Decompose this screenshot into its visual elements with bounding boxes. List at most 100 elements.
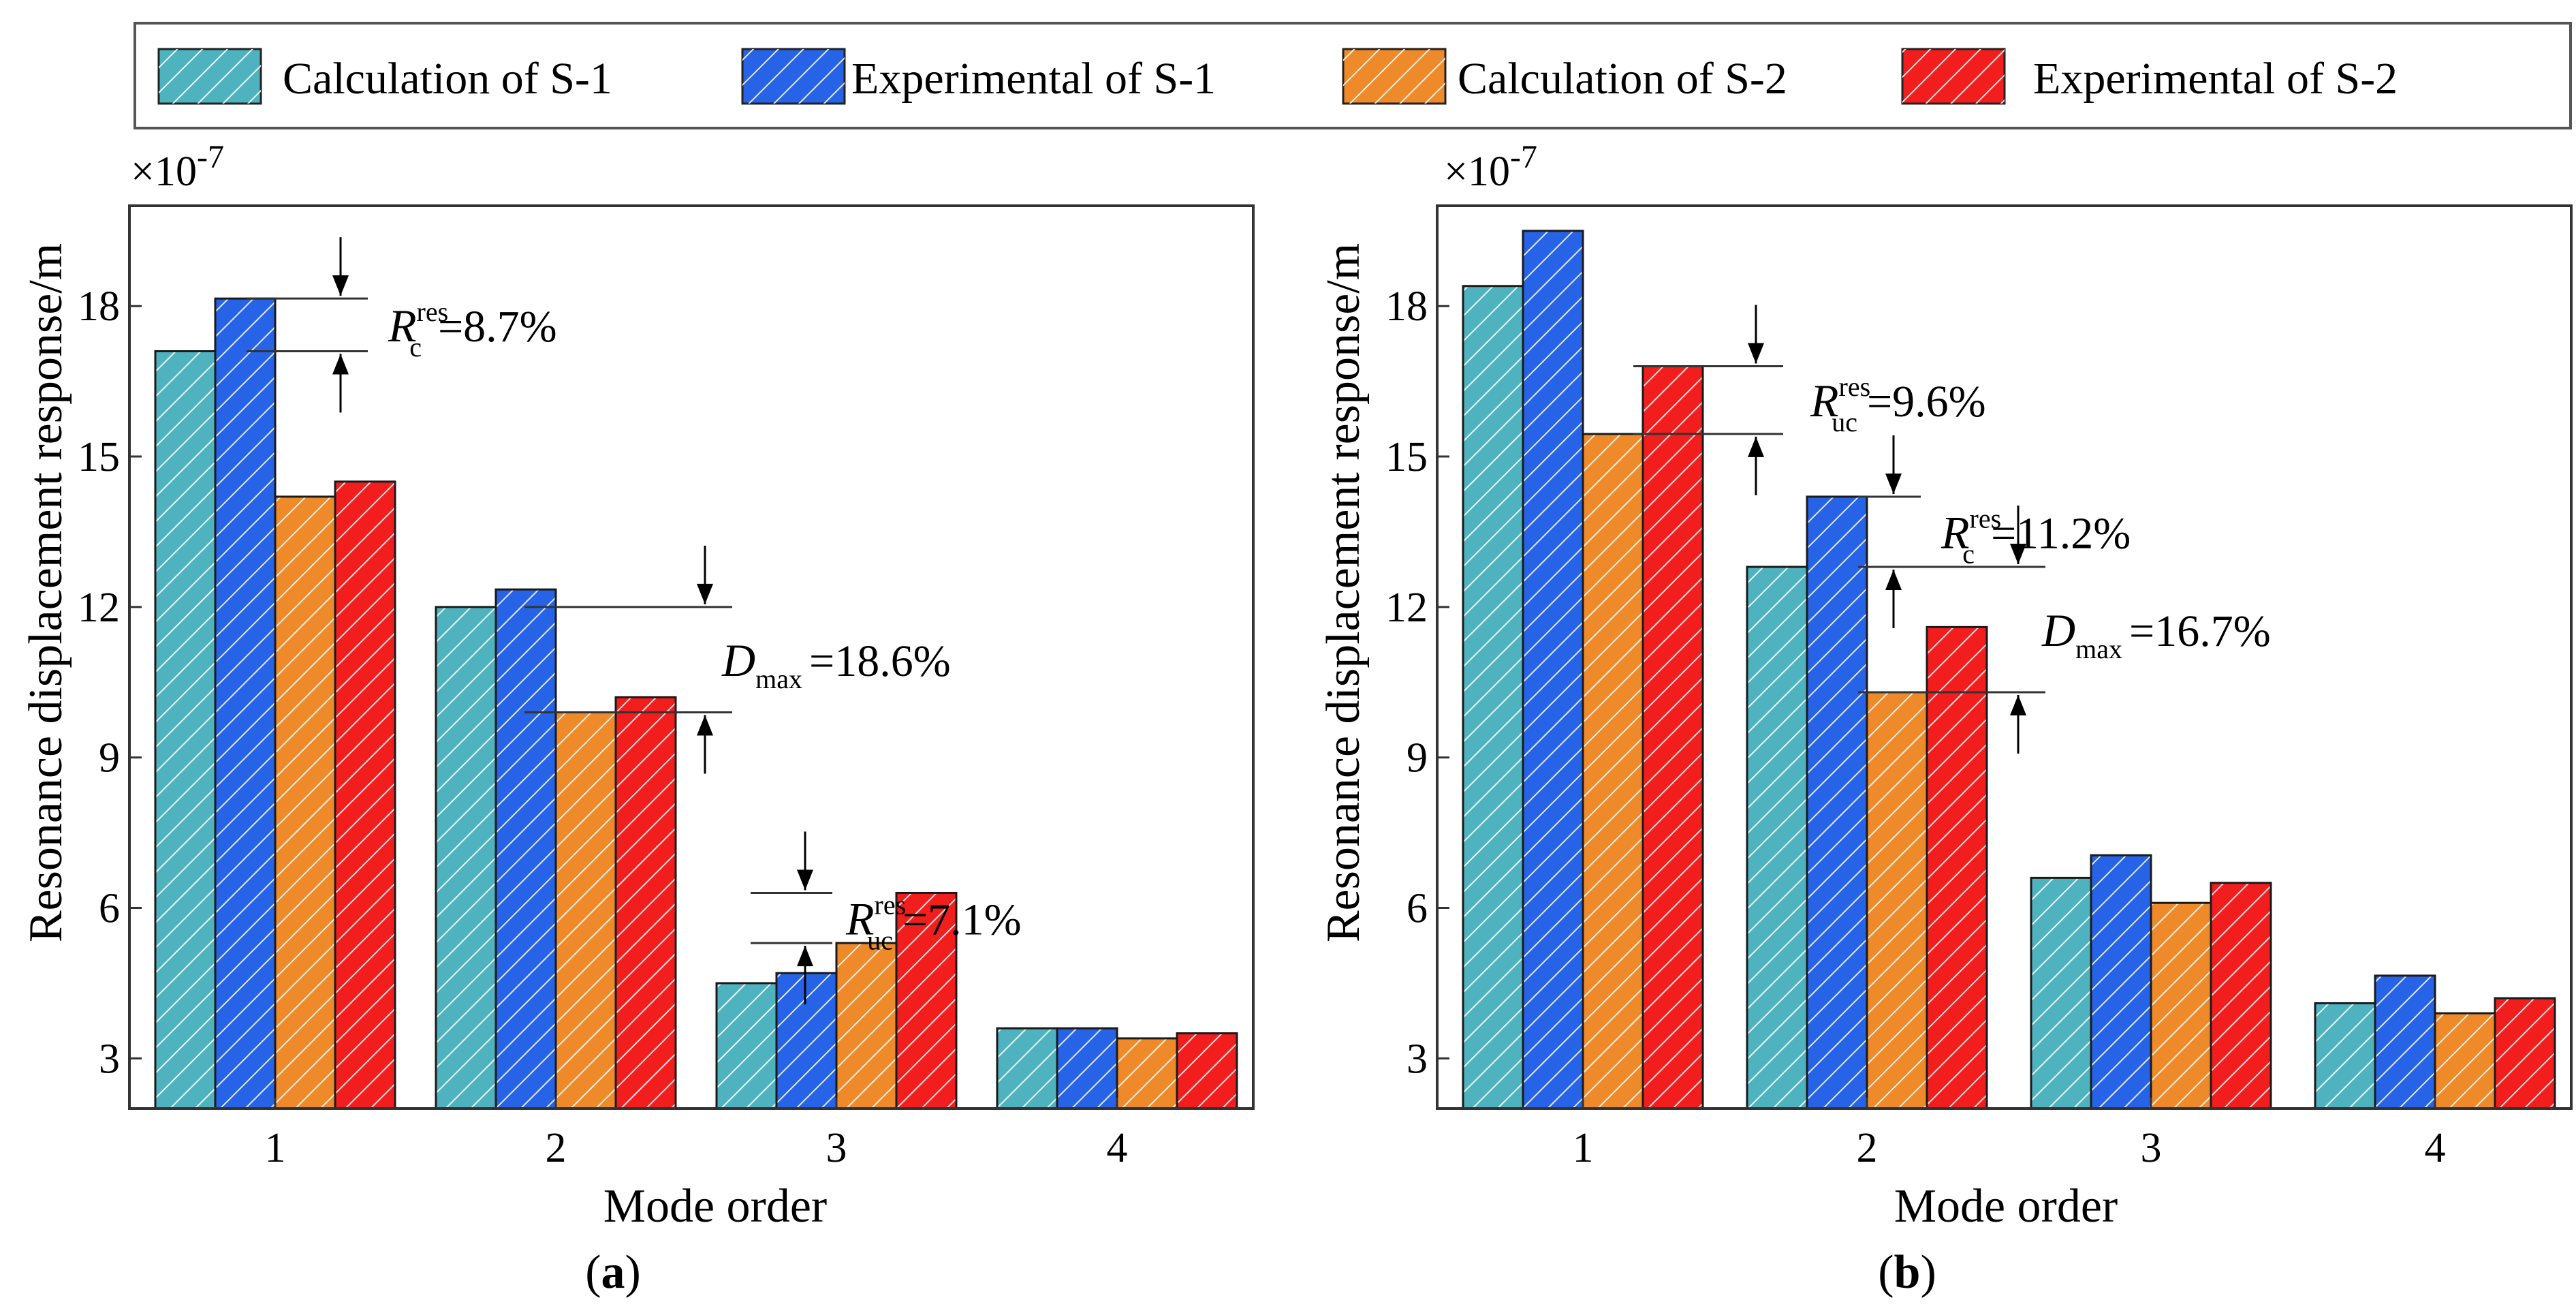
legend-entry-calc-s1: Calculation of S-1 — [157, 48, 612, 105]
annotation-label: Rres uc =7.1% — [845, 889, 1022, 955]
panel-b: Resonance displacement response/m ×10-7 … — [1317, 139, 2573, 1299]
annotation-value: =18.6% — [809, 636, 951, 686]
y-tick-label: 3 — [1407, 1036, 1428, 1082]
annotation-symbol: D — [2041, 604, 2075, 656]
plot-frame-b — [1436, 204, 2573, 1110]
annotation-sub: c — [1962, 538, 1975, 569]
y-ticks-a: 3 6 9 12 15 18 — [78, 283, 142, 1082]
bar — [1806, 495, 1868, 1110]
annotation-arrowhead-down — [2010, 544, 2026, 564]
panel-label-a-letter: a — [601, 1246, 625, 1299]
bar — [1746, 566, 1808, 1110]
bar — [1866, 691, 1928, 1110]
y-tick-label: 6 — [99, 886, 120, 932]
bar — [1926, 625, 1988, 1110]
annotation-sup: res — [875, 889, 907, 920]
x-tick-label: 3 — [2141, 1125, 2162, 1171]
x-tick-label: 4 — [1107, 1125, 1128, 1171]
bar-hatch — [1643, 366, 1703, 1109]
annotation: Dmax =18.6% — [524, 545, 951, 774]
annotation-arrowhead-down — [1885, 473, 1902, 494]
annotation-value: =11.2% — [1991, 508, 2131, 558]
annotation-sub: uc — [867, 925, 893, 955]
bar-hatch — [556, 712, 616, 1109]
bar — [2494, 997, 2556, 1110]
annotation-sub: max — [755, 664, 802, 694]
annotation-arrowhead-down — [1748, 343, 1764, 364]
annotation: Rres uc =7.1% — [751, 831, 1022, 1005]
annotation-symbol: R — [845, 893, 875, 944]
annotation-symbol: D — [721, 634, 755, 686]
bar — [1522, 230, 1584, 1110]
bar — [1642, 365, 1704, 1110]
bar-hatch — [896, 893, 956, 1109]
bar-hatch — [1583, 433, 1643, 1109]
annotation-sup: res — [1970, 503, 2002, 533]
y-tick-label: 9 — [99, 735, 120, 782]
legend-label-calc-s1: Calculation of S-1 — [283, 54, 612, 104]
bar — [715, 982, 778, 1110]
bar — [835, 942, 898, 1110]
bars-a — [154, 297, 1238, 1110]
bar-hatch — [1927, 627, 1987, 1109]
legend-entry-calc-s2: Calculation of S-2 — [1342, 48, 1787, 105]
annotation-sub: c — [409, 332, 422, 362]
annotations-a: Rres c =8.7% Dmax =18.6% Rres uc =7.1% — [247, 237, 1022, 1005]
bar-hatch — [155, 351, 215, 1109]
bar-hatch — [1117, 1038, 1177, 1109]
annotation-value: =8.7% — [438, 302, 557, 352]
panel-a: Resonance displacement response/m ×10-7 … — [20, 139, 1255, 1299]
bar — [996, 1027, 1058, 1110]
y-multiplier-exp-a: -7 — [197, 139, 224, 175]
legend-swatch-hatch — [742, 49, 845, 104]
annotation-sub: uc — [1832, 407, 1857, 437]
y-tick-label: 18 — [1385, 283, 1428, 330]
annotation-label: Rres c =11.2% — [1941, 503, 2131, 569]
bar — [2150, 901, 2212, 1110]
x-tick-label: 2 — [546, 1125, 567, 1171]
x-tick-label: 4 — [2425, 1125, 2446, 1171]
bar — [2434, 1012, 2496, 1110]
panel-label-a-close: ) — [625, 1246, 641, 1299]
x-ticks-a: 1 2 3 4 — [265, 1098, 1128, 1171]
bar — [2030, 876, 2092, 1110]
bar-hatch — [335, 481, 395, 1109]
annotations-b: Rres uc =9.6% Rres c =11.2% Dmax =16.7% — [1633, 305, 2271, 754]
legend-swatch-hatch — [1902, 49, 2005, 104]
y-tick-label: 9 — [1407, 735, 1428, 782]
bar — [614, 696, 677, 1110]
annotation-sup: res — [1839, 371, 1871, 402]
legend: Calculation of S-1 Experimental of S-1 C… — [133, 22, 2572, 129]
legend-label-exp-s2: Experimental of S-2 — [2033, 54, 2398, 104]
x-axis-title-b: Mode order — [1894, 1180, 2118, 1233]
legend-entry-exp-s1: Experimental of S-1 — [741, 48, 1216, 105]
bar — [2090, 854, 2152, 1110]
annotation-arrowhead-up — [797, 946, 813, 967]
bar-hatch — [2151, 903, 2211, 1109]
bar — [2314, 1002, 2376, 1110]
panel-label-b: (b) — [1878, 1246, 1936, 1299]
y-tick-label: 12 — [1385, 585, 1428, 631]
bar — [274, 495, 336, 1110]
bar-hatch — [275, 496, 335, 1109]
bar-hatch — [1177, 1033, 1237, 1109]
bar-hatch — [2031, 878, 2091, 1109]
annotation-arrowhead-up — [697, 715, 713, 736]
annotation-arrowhead-down — [332, 275, 349, 296]
bar-hatch — [2375, 975, 2435, 1109]
legend-label-exp-s1: Experimental of S-1 — [851, 54, 1216, 104]
annotation-label: Dmax =16.7% — [2041, 604, 2271, 664]
bar — [775, 972, 838, 1110]
bar — [1582, 433, 1644, 1110]
bar — [1462, 285, 1524, 1110]
annotation-sub: max — [2075, 634, 2122, 664]
y-multiplier-base-b: ×10 — [1444, 149, 1510, 195]
annotation-symbol: R — [1810, 375, 1839, 427]
bar — [2374, 974, 2436, 1110]
bar-hatch — [2091, 855, 2151, 1109]
plot-frame-a — [128, 204, 1255, 1110]
bars-b — [1462, 230, 2556, 1110]
annotation: Dmax =16.7% — [1858, 506, 2271, 754]
bar — [154, 350, 217, 1110]
bar-hatch — [997, 1028, 1057, 1109]
